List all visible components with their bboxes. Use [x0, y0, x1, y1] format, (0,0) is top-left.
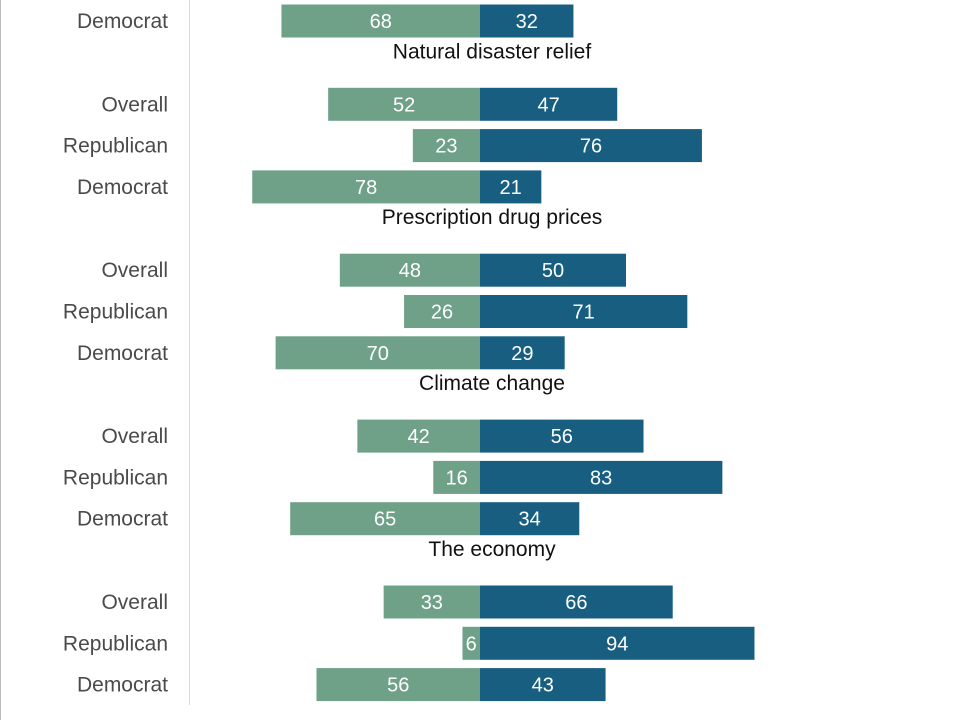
left-bar: [316, 668, 480, 702]
left-bar: [275, 336, 480, 370]
right-bar: [480, 585, 673, 619]
right-bar-value: 83: [590, 467, 612, 489]
right-bar: [480, 129, 702, 163]
group-title: The economy: [428, 538, 556, 561]
row-label: Overall: [101, 259, 168, 282]
left-bar: [383, 585, 480, 619]
row-label: Democrat: [77, 10, 168, 33]
right-bar-value: 66: [565, 592, 587, 614]
row-label: Republican: [63, 135, 168, 158]
left-bar-value: 78: [355, 177, 377, 199]
left-bar-value: 56: [387, 675, 409, 697]
right-bar: [480, 4, 574, 38]
left-bar: [339, 253, 480, 287]
row-label: Overall: [101, 93, 168, 116]
right-bar: [480, 419, 644, 453]
row-label: Democrat: [77, 176, 168, 199]
right-bar-value: 32: [516, 11, 538, 33]
left-bar-value: 68: [370, 11, 392, 33]
right-bar: [480, 626, 755, 660]
left-bar: [404, 295, 480, 328]
left-bar-value: 48: [399, 260, 421, 282]
left-bar: [252, 170, 480, 204]
group-title: Prescription drug prices: [382, 206, 603, 229]
right-bar-value: 34: [519, 509, 541, 531]
row-label: Democrat: [77, 342, 168, 365]
group-title: Climate change: [419, 372, 565, 395]
right-bar: [480, 295, 688, 328]
right-bar-value: 47: [537, 94, 559, 116]
left-bar-value: 6: [466, 633, 477, 655]
right-bar-value: 29: [511, 343, 533, 365]
right-bar: [480, 460, 723, 494]
right-bar: [480, 502, 580, 536]
row-label: Overall: [101, 591, 168, 614]
right-bar-value: 50: [542, 260, 564, 282]
left-bar-value: 65: [374, 509, 396, 531]
row-label: Overall: [101, 425, 168, 448]
left-bar: [433, 460, 480, 494]
left-bar: [462, 626, 480, 660]
row-label: Democrat: [77, 508, 168, 531]
left-bar: [412, 129, 480, 163]
left-bar: [290, 502, 480, 536]
right-bar-value: 43: [532, 675, 554, 697]
left-bar-value: 23: [435, 136, 457, 158]
right-bar-value: 71: [573, 302, 595, 324]
right-bar: [480, 668, 606, 702]
row-label: Republican: [63, 301, 168, 324]
left-bar-value: 26: [431, 302, 453, 324]
right-bar: [480, 170, 542, 204]
left-bar-value: 52: [393, 94, 415, 116]
right-bar: [480, 87, 618, 121]
right-bar-value: 21: [500, 177, 522, 199]
left-bar-value: 42: [408, 426, 430, 448]
left-bar: [328, 87, 480, 121]
right-bar: [480, 336, 565, 370]
left-bar-value: 33: [421, 592, 443, 614]
right-bar-value: 56: [551, 426, 573, 448]
left-bar-value: 16: [446, 467, 468, 489]
right-bar-value: 76: [580, 136, 602, 158]
right-bar: [480, 253, 626, 287]
row-label: Republican: [63, 466, 168, 489]
row-label: Democrat: [77, 674, 168, 697]
row-label: Republican: [63, 632, 168, 655]
group-title: Natural disaster relief: [393, 40, 592, 63]
left-bar: [281, 4, 480, 38]
left-bar-value: 70: [367, 343, 389, 365]
left-bar: [357, 419, 480, 453]
right-bar-value: 94: [606, 633, 628, 655]
